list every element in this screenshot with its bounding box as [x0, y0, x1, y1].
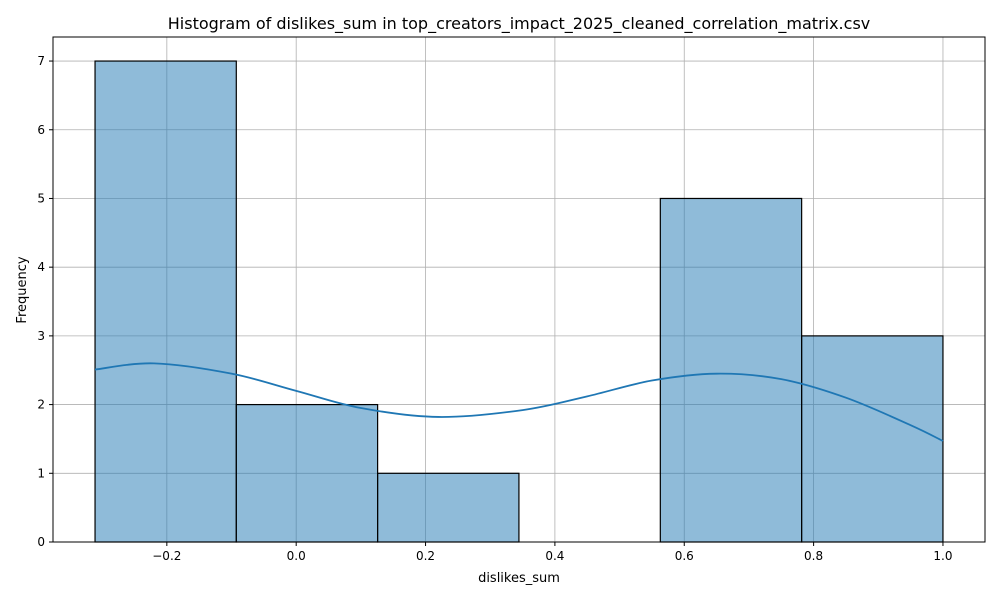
- x-axis-label: dislikes_sum: [478, 571, 560, 586]
- y-tick-label: 7: [37, 54, 45, 68]
- x-tick-label: 0.6: [675, 549, 694, 563]
- histogram-bar: [801, 335, 944, 543]
- chart-title: Histogram of dislikes_sum in top_creator…: [168, 14, 871, 34]
- plot-area-frame: [52, 36, 986, 543]
- x-tick-label: 0.8: [804, 549, 823, 563]
- y-axis-ticks: 0 1 2 3 4 5 6 7: [37, 54, 53, 549]
- x-tick-label: 1.0: [933, 549, 952, 563]
- x-axis-ticks: −0.2 0.0 0.2 0.4 0.6 0.8 1.0: [152, 542, 953, 563]
- histogram-bar: [377, 472, 520, 543]
- histogram-bar: [94, 60, 237, 543]
- y-tick-label: 3: [37, 329, 45, 343]
- y-tick-label: 5: [37, 191, 45, 205]
- y-tick-label: 0: [37, 535, 45, 549]
- x-tick-label: −0.2: [152, 549, 181, 563]
- kde-curve-group: [94, 362, 944, 442]
- x-tick-label: 0.4: [545, 549, 564, 563]
- histogram-bar: [659, 197, 803, 543]
- y-axis-label: Frequency: [15, 256, 30, 323]
- kde-curve: [94, 362, 944, 442]
- y-tick-label: 1: [37, 466, 45, 480]
- y-tick-label: 2: [37, 398, 45, 412]
- x-tick-label: 0.0: [287, 549, 306, 563]
- y-tick-label: 4: [37, 260, 45, 274]
- histogram-bars: [94, 60, 944, 543]
- y-tick-label: 6: [37, 123, 45, 137]
- histogram-bar: [235, 403, 379, 543]
- x-tick-label: 0.2: [416, 549, 435, 563]
